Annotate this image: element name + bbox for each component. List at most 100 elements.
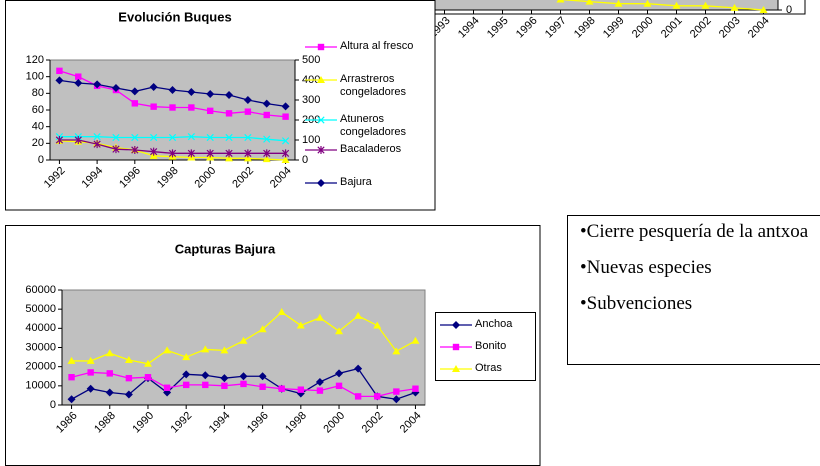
marker [150, 133, 158, 142]
marker [643, 0, 652, 7]
marker [86, 384, 95, 393]
marker [335, 382, 343, 390]
marker [354, 364, 363, 373]
marker [317, 146, 325, 154]
marker [206, 149, 214, 158]
marker [125, 374, 133, 382]
marker [206, 107, 214, 115]
marker [354, 311, 363, 319]
marker [163, 384, 171, 391]
y-tick-label: 30000 [25, 341, 56, 353]
marker [106, 370, 113, 377]
marker [206, 90, 215, 98]
marker [277, 308, 286, 316]
marker [93, 140, 101, 149]
legend-label: Anchoa [475, 318, 513, 330]
marker [263, 149, 271, 158]
marker [105, 388, 114, 397]
marker [201, 371, 210, 380]
marker [317, 76, 325, 83]
marker [168, 133, 177, 142]
x-tick-label: 2001 [659, 15, 685, 41]
marker [672, 1, 681, 9]
marker [296, 321, 305, 329]
plot-area [429, 0, 779, 11]
marker [111, 84, 120, 92]
y-tick-label: 0 [50, 399, 56, 411]
marker [263, 111, 270, 119]
marker [56, 67, 63, 75]
marker [281, 156, 290, 163]
marker [244, 149, 252, 158]
x-tick-label: 2002 [688, 15, 714, 41]
y-tick-label: 0 [786, 4, 792, 16]
marker [86, 356, 95, 364]
x-tick-label: 1996 [514, 15, 540, 41]
marker [225, 133, 233, 142]
marker [225, 149, 233, 158]
marker [262, 155, 271, 163]
bullet: •Subvenciones [580, 293, 693, 314]
x-tick-label: 2004 [746, 15, 772, 41]
marker [240, 380, 247, 388]
legend-label: Bacaladeros [340, 143, 402, 155]
marker [220, 374, 229, 383]
marker [258, 372, 267, 381]
x-tick-label: 1997 [543, 15, 569, 41]
marker [452, 321, 460, 329]
text-box: •Cierre pesquería de la antxoa •Nuevas e… [567, 215, 820, 365]
marker [130, 87, 139, 96]
y-tick-label: 20 [32, 137, 44, 149]
marker [759, 6, 768, 13]
marker [281, 149, 290, 158]
marker [67, 395, 76, 404]
marker [93, 80, 102, 89]
y-tick-label: 20000 [25, 361, 56, 373]
marker [187, 88, 196, 96]
marker [281, 102, 290, 111]
marker [335, 327, 344, 335]
marker [315, 313, 324, 321]
x-tick-label: 2000 [630, 15, 656, 41]
y-tick-label: 50000 [25, 303, 56, 315]
marker [452, 365, 460, 372]
y-tick-label: 10000 [25, 380, 56, 392]
marker [315, 378, 324, 386]
marker [317, 43, 325, 51]
legend-label: Arrastreros congeladores [340, 73, 407, 98]
marker [55, 136, 64, 144]
x-tick-label: 1995 [485, 15, 511, 41]
legend-label: Altura al fresco [340, 40, 414, 52]
marker [412, 385, 419, 392]
marker [392, 347, 401, 355]
marker [182, 381, 190, 389]
marker [614, 0, 623, 7]
x-tick-label: 1998 [572, 15, 598, 41]
marker [87, 369, 94, 376]
marker [206, 133, 214, 142]
y2-tick-label: 300 [302, 94, 320, 106]
chart-title: Evolución Buques [118, 9, 231, 24]
marker [392, 395, 401, 404]
marker [188, 104, 195, 111]
marker [202, 381, 209, 389]
marker [244, 108, 252, 115]
marker [243, 96, 252, 104]
marker [297, 386, 305, 393]
marker [112, 145, 120, 154]
marker [168, 86, 177, 94]
marker [168, 149, 177, 158]
legend-label: Otras [475, 362, 502, 374]
y2-tick-label: 100 [302, 134, 320, 146]
bullet: •Cierre pesquería de la antxoa [580, 221, 809, 242]
marker [373, 321, 382, 329]
y-tick-label: 120 [26, 54, 44, 66]
x-tick-label: 2003 [717, 15, 743, 41]
marker [244, 133, 252, 142]
y-tick-label: 0 [38, 154, 44, 166]
marker [239, 372, 248, 381]
marker [556, 0, 565, 3]
marker [262, 99, 271, 108]
y-tick-label: 60000 [25, 284, 56, 296]
